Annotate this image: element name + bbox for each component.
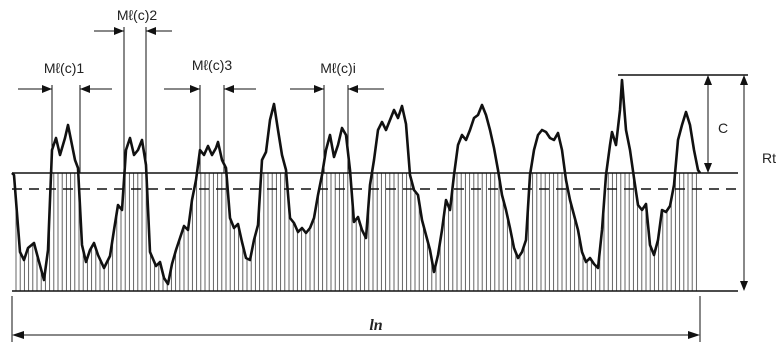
label-ml-c2: Mℓ(c)2 <box>117 7 158 23</box>
label-c: C <box>718 120 728 136</box>
label-rt: Rt <box>762 150 776 166</box>
ml2-dimension-arrows <box>94 27 172 35</box>
c-dimension-arrow <box>704 75 712 173</box>
ml1-dimension-arrows <box>18 85 112 93</box>
label-ml-c1: Mℓ(c)1 <box>44 60 85 76</box>
label-ml-c3: Mℓ(c)3 <box>192 57 233 73</box>
mli-dimension-arrows <box>290 85 384 93</box>
ln-dimension-arrow <box>11 296 701 342</box>
roughness-profile <box>11 78 702 286</box>
label-ml-ci: Mℓ(c)i <box>320 60 356 76</box>
ml3-dimension-arrows <box>164 85 256 93</box>
label-ln: ln <box>369 317 382 334</box>
material-hatching <box>15 173 697 291</box>
rt-dimension-arrow <box>740 75 748 291</box>
